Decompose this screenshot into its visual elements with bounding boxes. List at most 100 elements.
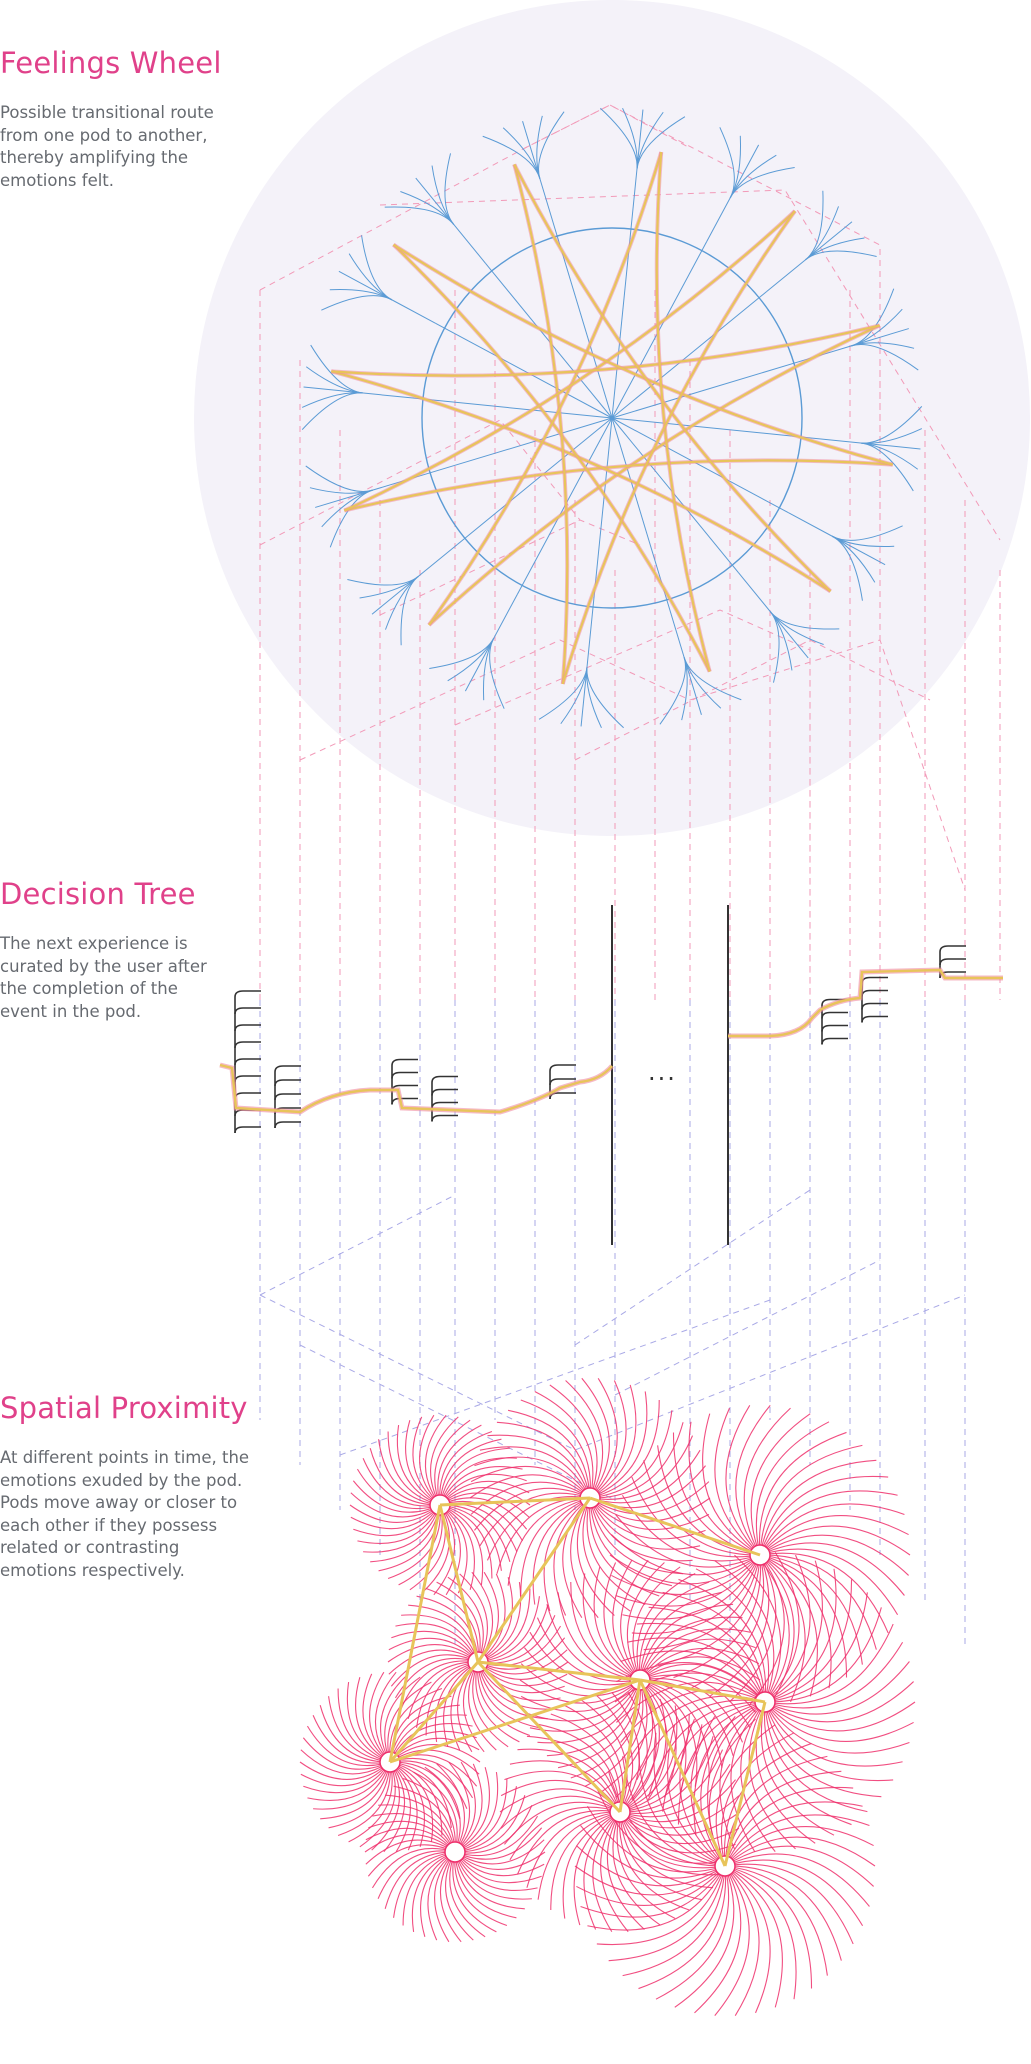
pod-emotion-ray	[454, 1786, 517, 1853]
pod-emotion-ray	[619, 1811, 741, 1836]
pod-emotion-ray	[576, 1497, 615, 1616]
pod-emotion-ray	[454, 1851, 545, 1877]
pod-emotion-ray	[477, 1661, 540, 1729]
pod-emotion-ray	[509, 1806, 621, 1861]
pod-emotion-ray	[396, 1425, 441, 1506]
pod-emotion-ray	[730, 1701, 766, 1852]
pod-emotion-ray	[574, 1865, 726, 1896]
pod-emotion-ray	[439, 1504, 461, 1596]
pod-emotion-ray	[389, 1761, 443, 1836]
wheel-leaf	[769, 611, 780, 683]
pod-emotion-ray	[448, 1761, 471, 1853]
pod-emotion-ray	[724, 1865, 797, 2000]
pod-emotion-ray	[365, 1839, 456, 1865]
pod-emotion-ray	[427, 1851, 456, 1941]
pod-emotion-ray	[439, 1504, 475, 1590]
transition-route	[343, 210, 796, 512]
pod-connection	[389, 1678, 641, 1764]
pod-emotion-ray	[636, 1622, 766, 1703]
pod-emotion-ray	[454, 1851, 542, 1884]
pod-emotion-ray	[759, 1554, 818, 1697]
pod-emotion-ray	[477, 1661, 555, 1710]
pod-emotion-ray	[391, 1630, 479, 1663]
wheel-leaf	[636, 116, 686, 170]
pod-emotion-ray	[444, 1851, 474, 1941]
pod-emotion-ray	[474, 1456, 591, 1499]
pod-emotion-ray	[589, 1449, 701, 1504]
pod-emotion-ray	[369, 1448, 441, 1506]
pod-emotion-ray	[695, 1568, 770, 1703]
pod-emotion-ray	[631, 1476, 761, 1558]
pod-emotion-ray	[434, 1661, 479, 1742]
wheel-branch	[631, 169, 638, 220]
pod-emotion-ray	[637, 1743, 726, 1867]
pod-emotion-ray	[302, 1737, 391, 1770]
wheel-branch	[669, 609, 685, 658]
transition-route	[428, 151, 663, 626]
tree-branch	[939, 945, 966, 953]
pod-emotion-ray	[550, 1713, 622, 1813]
transition-route	[513, 163, 832, 593]
pod-emotion-ray	[454, 1851, 525, 1910]
pod-emotion-ray	[580, 1865, 726, 1918]
pod-emotion-ray	[477, 1661, 531, 1737]
pod-emotion-ray	[378, 1804, 456, 1853]
spatial-proximity-diagram	[299, 1377, 916, 2016]
pod-connection	[639, 1678, 766, 1704]
transition-route	[392, 243, 711, 673]
pod-emotion-ray	[526, 1811, 621, 1888]
pod-emotion-ray	[543, 1497, 591, 1612]
pod-emotion-ray	[384, 1851, 456, 1909]
pod-emotion-ray	[454, 1851, 538, 1891]
wheel-branch	[493, 593, 518, 639]
pod-emotion-ray	[402, 1851, 456, 1926]
pod-emotion-ray	[735, 1405, 771, 1556]
wheel-leaf	[860, 442, 914, 492]
pod-emotion-ray	[619, 1811, 714, 1889]
pod-emotion-ray	[371, 1761, 401, 1851]
pod-emotion-ray	[436, 1763, 466, 1853]
pod-emotion-ray	[720, 1732, 795, 1867]
tree-branch	[549, 1064, 576, 1072]
guide-line	[299, 639, 966, 891]
pod-emotion-ray	[439, 1504, 468, 1594]
wheel-leaf	[538, 111, 565, 179]
pod-emotion-ray	[764, 1592, 868, 1703]
pod-emotion-ray	[570, 1679, 642, 1779]
pod-emotion-ray	[724, 1865, 813, 1989]
wheel-branch	[391, 299, 437, 324]
wheel-leaf	[538, 666, 588, 720]
pod-emotion-ray	[709, 1554, 770, 1697]
pod-emotion-ray	[589, 1380, 627, 1499]
pod-emotion-ray	[377, 1850, 456, 1899]
tree-branch	[549, 1078, 576, 1086]
guide-line	[574, 1189, 811, 1346]
pod-emotion-ray	[619, 1736, 714, 1813]
tree-branch	[234, 990, 261, 998]
pod-emotion-ray	[639, 1616, 743, 1681]
pod-emotion-ray	[724, 1826, 874, 1867]
pod-emotion-ray	[374, 1671, 397, 1763]
pod-emotion-ray	[570, 1581, 641, 1681]
pod-emotion-ray	[579, 1698, 628, 1813]
pod-emotion-ray	[702, 1413, 761, 1556]
pod-emotion-ray	[724, 1814, 870, 1867]
pod-emotion-ray	[589, 1497, 711, 1522]
pod-emotion-ray	[603, 1562, 641, 1681]
guide-line	[259, 104, 881, 545]
pod-emotion-ray	[589, 1391, 648, 1499]
pod-emotion-ray	[662, 1701, 766, 1812]
pod-emotion-ray	[449, 1851, 486, 1938]
pod-emotion-ray	[454, 1772, 499, 1853]
pod-emotion-ray	[353, 1504, 441, 1537]
tree-branch	[821, 998, 848, 1006]
pod-emotion-ray	[764, 1641, 904, 1709]
pod-emotion-ray	[619, 1795, 740, 1829]
pod-emotion-ray	[434, 1851, 456, 1943]
pod-emotion-ray	[760, 1701, 835, 1836]
pod-emotion-ray	[724, 1859, 864, 1927]
pod-emotion-ray	[529, 1679, 641, 1732]
pod-emotion-ray	[389, 1761, 461, 1819]
tree-branch	[821, 1011, 848, 1019]
